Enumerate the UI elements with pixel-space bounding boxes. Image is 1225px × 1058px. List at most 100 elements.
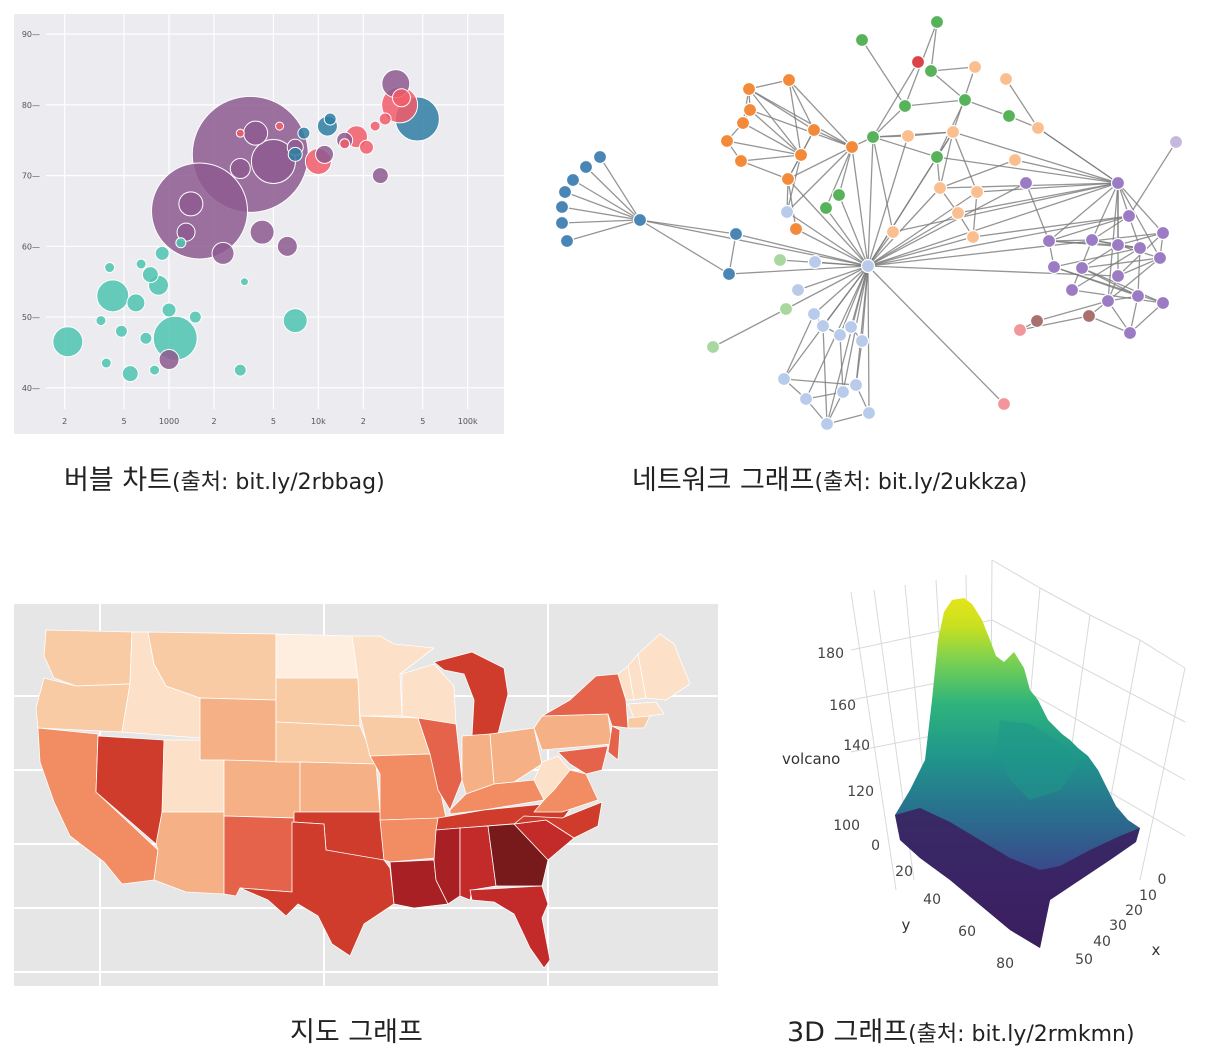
bubble-point xyxy=(282,308,308,334)
network-node xyxy=(929,14,945,30)
network-node xyxy=(1030,120,1046,136)
network-node xyxy=(967,59,983,75)
state-washington xyxy=(43,629,133,687)
network-edge xyxy=(1088,315,1131,334)
network-edge xyxy=(726,140,802,156)
network-node xyxy=(779,204,795,220)
bubble-point xyxy=(95,315,107,327)
network-node xyxy=(733,153,749,169)
network-edge xyxy=(749,109,802,156)
network-edge xyxy=(785,265,869,310)
network-node xyxy=(742,102,758,118)
network-edge xyxy=(867,135,909,267)
network-edge xyxy=(1117,257,1161,277)
bubble-x-tick-label: 100k xyxy=(458,417,478,426)
network-node xyxy=(1041,233,1057,249)
network-edge xyxy=(930,66,976,72)
bubble-point xyxy=(149,364,161,376)
network-edge xyxy=(838,194,869,267)
network-edge xyxy=(976,182,1119,193)
bubble-caption-title: 버블 차트 xyxy=(64,465,172,496)
bubble-caption-source: (출처: bit.ly/2rbbag) xyxy=(171,470,385,495)
network-node xyxy=(885,224,901,240)
network-node xyxy=(1155,225,1171,241)
network-edge xyxy=(867,187,941,267)
bubble-point xyxy=(339,138,351,150)
network-node xyxy=(728,226,744,242)
network-node xyxy=(900,128,916,144)
network-node xyxy=(815,318,831,334)
network-edge xyxy=(740,160,789,180)
network-edge xyxy=(867,136,874,267)
network-node xyxy=(735,115,751,131)
network-edge xyxy=(1129,302,1164,334)
surface-y-tick: 60 xyxy=(958,924,976,940)
network-node xyxy=(807,254,823,270)
network-node xyxy=(854,333,870,349)
network-edge xyxy=(952,131,978,193)
network-edge xyxy=(1025,182,1050,242)
surface-x-tick: 20 xyxy=(1125,903,1143,919)
network-node xyxy=(741,81,757,97)
bubble-point xyxy=(371,167,389,185)
network-node xyxy=(1046,259,1062,275)
state-florida xyxy=(469,885,551,969)
network-edge xyxy=(749,109,853,148)
network-edge xyxy=(639,219,730,275)
bubble-point xyxy=(239,277,249,287)
network-node xyxy=(1110,175,1126,191)
state-wyoming xyxy=(199,697,277,763)
network-node xyxy=(929,149,945,165)
network-edge xyxy=(1053,247,1141,268)
state-indiana xyxy=(461,733,495,795)
network-edge xyxy=(1036,300,1109,322)
network-edge xyxy=(1117,232,1164,246)
network-caption-source: (출처: bit.ly/2ukkza) xyxy=(814,470,1028,495)
bubble-point xyxy=(358,139,374,155)
network-edge xyxy=(561,219,641,224)
network-node xyxy=(932,180,948,196)
network-edge xyxy=(1117,182,1161,259)
bubble-point xyxy=(141,266,159,284)
network-node xyxy=(832,327,848,343)
network-node xyxy=(776,371,792,387)
surface-y-tick: 80 xyxy=(996,956,1014,972)
network-node xyxy=(1001,108,1017,124)
network-edge xyxy=(952,131,1119,184)
network-edge xyxy=(787,178,869,267)
network-edge xyxy=(939,159,1016,189)
network-node xyxy=(781,72,797,88)
network-node xyxy=(819,416,835,432)
network-edge xyxy=(972,215,1130,238)
bubble-point xyxy=(178,191,204,217)
surface-caption-source: (출처: bit.ly/2rmkmn) xyxy=(908,1022,1135,1047)
network-edge xyxy=(783,313,815,380)
surface-z-tick: 140 xyxy=(843,738,870,754)
network-edge xyxy=(813,265,869,315)
surface-z-tick: 100 xyxy=(833,818,860,834)
network-edge xyxy=(839,334,844,393)
network-node xyxy=(780,171,796,187)
state-new-jersey xyxy=(607,725,621,761)
network-edge xyxy=(1019,315,1090,331)
state-arizona xyxy=(153,811,225,895)
state-west-virginia xyxy=(533,755,571,801)
surface-y-tick: 40 xyxy=(923,892,941,908)
surface-caption: 3D 그래프(출처: bit.ly/2rmkmn) xyxy=(787,1010,1135,1049)
network-edge xyxy=(867,182,1027,267)
state-massachusetts xyxy=(627,701,665,719)
network-node xyxy=(1132,240,1148,256)
network-node xyxy=(844,139,860,155)
state-maryland xyxy=(557,745,609,775)
network-edge xyxy=(851,146,869,267)
network-node xyxy=(721,266,737,282)
bubble-chart-caption: 버블 차트(출처: bit.ly/2rbbag) xyxy=(64,458,385,497)
network-edge xyxy=(788,79,853,148)
bubble-y-tick-label: 70— xyxy=(22,172,40,181)
bubble-point xyxy=(287,146,303,162)
network-node xyxy=(719,133,735,149)
network-node xyxy=(1110,268,1126,284)
network-node xyxy=(1084,232,1100,248)
network-node xyxy=(793,147,809,163)
network-node xyxy=(554,199,570,215)
